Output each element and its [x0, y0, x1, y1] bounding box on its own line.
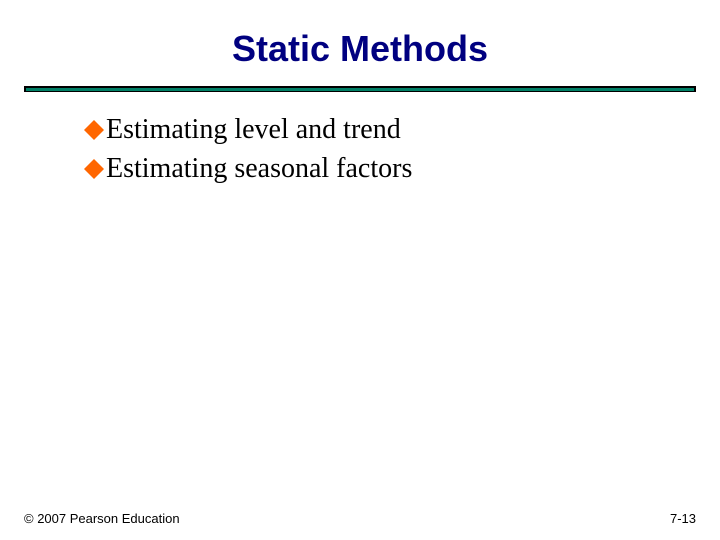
bullet-list: Estimating level and trend Estimating se…: [84, 112, 644, 190]
list-item: Estimating seasonal factors: [84, 151, 644, 186]
diamond-bullet-icon: [84, 120, 104, 130]
list-item: Estimating level and trend: [84, 112, 644, 147]
footer-page-number: 7-13: [670, 511, 696, 526]
bullet-text: Estimating seasonal factors: [106, 151, 412, 186]
slide: Static Methods Estimating level and tren…: [0, 0, 720, 540]
bullet-text: Estimating level and trend: [106, 112, 401, 147]
title-divider-inner: [26, 88, 694, 91]
footer-copyright: © 2007 Pearson Education: [24, 511, 180, 526]
diamond-bullet-icon: [84, 159, 104, 169]
slide-title: Static Methods: [0, 28, 720, 70]
